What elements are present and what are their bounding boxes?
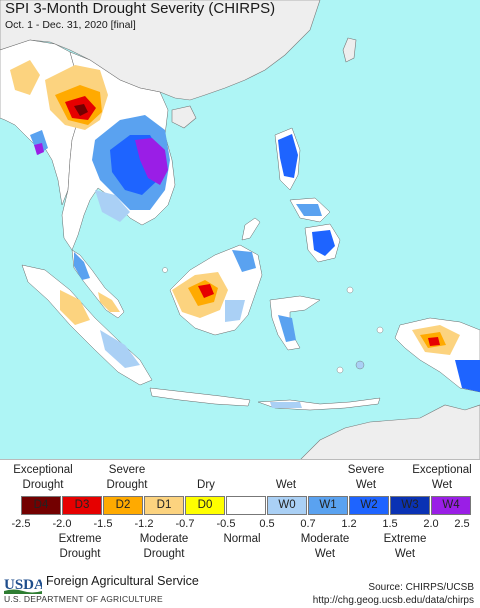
- legend-label-line: Moderate: [139, 533, 189, 545]
- map-subtitle: Oct. 1 - Dec. 31, 2020 [final]: [5, 19, 136, 31]
- legend-tick: -1.5: [93, 518, 113, 530]
- drought-d4-north: [74, 104, 88, 116]
- drought-d3-new-guinea: [428, 337, 440, 346]
- taiwan: [342, 37, 357, 63]
- legend-tick: 2.5: [454, 518, 470, 530]
- legend-label-line: Extreme: [383, 533, 427, 545]
- legend-label-line: Drought: [106, 479, 148, 491]
- legend-swatch-d2: D2: [103, 496, 143, 515]
- legend-label-normal: Normal: [223, 533, 261, 545]
- wet-w4-vietnam: [135, 138, 168, 185]
- legend-label-line: Extreme: [58, 533, 102, 545]
- legend-label-severe-wet: Severe Wet: [336, 463, 396, 493]
- legend-label-dry: Dry: [197, 479, 215, 491]
- legend-label-wet: Wet: [275, 479, 297, 491]
- legend-tick: -0.7: [175, 518, 195, 530]
- legend-label-line: Moderate: [300, 533, 350, 545]
- legend-label-exceptional-drought: Exceptional Drought: [4, 463, 82, 493]
- wet-w2-mindanao: [312, 230, 335, 256]
- data-source: Source: CHIRPS/UCSB: [368, 582, 474, 593]
- legend-swatch-w0: W0: [267, 496, 307, 515]
- drought-d1-peninsula: [98, 292, 120, 312]
- legend-swatch-d4: D4: [21, 496, 61, 515]
- hainan-island: [171, 105, 197, 129]
- legend-tick: 1.5: [382, 518, 398, 530]
- legend-swatch-d0: D0: [185, 496, 225, 515]
- island-dot: [355, 360, 365, 370]
- legend-tick: 1.2: [341, 518, 357, 530]
- legend-swatch-w1: W1: [308, 496, 348, 515]
- legend-label-line: Wet: [355, 479, 377, 491]
- legend-swatch-normal: [226, 496, 266, 515]
- legend-tick: 2.0: [423, 518, 439, 530]
- legend-tick: -2.0: [52, 518, 72, 530]
- drought-d1-myanmar: [10, 60, 40, 95]
- island-dot: [346, 286, 354, 294]
- drought-d3-borneo: [198, 284, 214, 298]
- australia-landmass: [300, 404, 480, 459]
- wet-w2-new-guinea: [455, 360, 480, 392]
- usda-logo-text: USDA: [4, 577, 42, 593]
- legend-label-line: Exceptional: [13, 464, 73, 476]
- wet-w0-south: [95, 190, 130, 222]
- legend-label-line: Severe: [347, 464, 385, 476]
- java: [149, 387, 251, 407]
- map-title: SPI 3-Month Drought Severity (CHIRPS): [5, 0, 276, 17]
- legend-swatch-d1: D1: [144, 496, 184, 515]
- drought-d1-sumatra: [60, 290, 90, 325]
- department-name: U.S. DEPARTMENT OF AGRICULTURE: [4, 594, 163, 604]
- legend-label-line: Drought: [143, 548, 185, 560]
- agency-name: Foreign Agricultural Service: [46, 574, 199, 588]
- drought-map: SPI 3-Month Drought Severity (CHIRPS) Oc…: [0, 0, 480, 460]
- legend-swatch-d3: D3: [62, 496, 102, 515]
- palawan: [241, 217, 261, 241]
- legend-label-moderate-drought: Moderate Drought: [126, 532, 202, 562]
- data-url[interactable]: http://chg.geog.ucsb.edu/data/chirps: [312, 595, 474, 606]
- wet-w0-lesser-sunda: [270, 402, 302, 408]
- wet-w1-visayas: [296, 204, 322, 216]
- legend-label-severe-drought: Severe Drought: [92, 463, 162, 493]
- legend-label-line: Exceptional: [412, 464, 472, 476]
- island-dot: [336, 366, 344, 374]
- legend-tick: -0.5: [216, 518, 236, 530]
- legend-label-line: Wet: [394, 548, 416, 560]
- usda-logo-swoosh: [4, 589, 42, 594]
- legend-label-line: Severe: [108, 464, 146, 476]
- wet-w0-borneo: [225, 300, 245, 322]
- legend-label-extreme-drought: Extreme Drought: [45, 532, 115, 562]
- wet-w1-peninsula: [74, 252, 90, 280]
- legend-label-extreme-wet: Extreme Wet: [370, 532, 440, 562]
- wet-w1-sulawesi: [278, 315, 296, 342]
- legend-label-line: Wet: [431, 479, 453, 491]
- legend-tick: 0.7: [300, 518, 316, 530]
- island-dot: [376, 326, 384, 334]
- legend-swatch-w4: W4: [431, 496, 471, 515]
- legend-label-line: Wet: [314, 548, 336, 560]
- island-dot: [162, 267, 168, 273]
- legend-label-exceptional-wet: Exceptional Wet: [404, 463, 480, 493]
- legend-swatch-w2: W2: [349, 496, 389, 515]
- wet-w1-myanmar: [30, 130, 48, 155]
- usda-logo: USDA: [4, 577, 42, 594]
- wet-w2-luzon: [278, 134, 298, 178]
- legend-swatch-w3: W3: [390, 496, 430, 515]
- wet-w0-sumatra: [100, 330, 140, 368]
- legend-tick: -1.2: [134, 518, 154, 530]
- wet-w1-borneo: [232, 250, 256, 272]
- legend-label-line: Drought: [59, 548, 101, 560]
- legend-label-moderate-wet: Moderate Wet: [290, 532, 360, 562]
- legend-label-line: Drought: [22, 479, 64, 491]
- legend-tick: -2.5: [11, 518, 31, 530]
- wet-w4-myanmar: [34, 143, 44, 155]
- map-canvas: [0, 0, 480, 459]
- legend-tick: 0.5: [259, 518, 275, 530]
